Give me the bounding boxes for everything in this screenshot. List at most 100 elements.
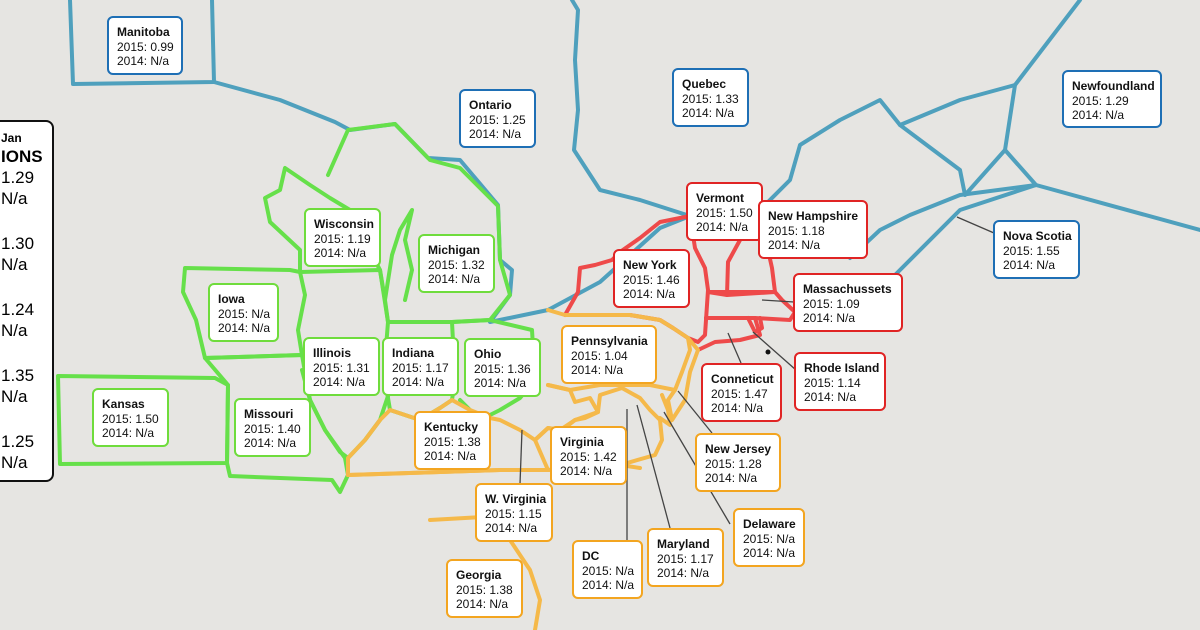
massachusetts-border — [704, 290, 797, 322]
region-name: Ohio — [474, 347, 502, 361]
leader-massachussets — [761, 299, 795, 303]
region-value-2015: 2015: 1.46 — [623, 273, 680, 287]
region-value-2015: 2015: 1.17 — [392, 361, 449, 375]
region-value-2015: 2015: 1.50 — [102, 412, 159, 426]
region-value-2014: 2014: N/a — [244, 436, 297, 450]
region-card-missouri[interactable]: Missouri 2015: 1.40 2014: N/a — [234, 398, 311, 457]
region-value-2015: 2015: 1.18 — [768, 224, 825, 238]
region-value-2014: 2014: N/a — [711, 401, 764, 415]
region-card-pennsylvania[interactable]: Pennsylvania 2015: 1.04 2014: N/a — [561, 325, 657, 384]
leader-maryland — [636, 404, 671, 529]
region-value-2015: 2015: 1.50 — [696, 206, 753, 220]
region-value-2015: 2015: 1.42 — [560, 450, 617, 464]
region-name: W. Virginia — [485, 492, 547, 506]
region-name: Quebec — [682, 77, 727, 91]
region-card-virginia[interactable]: Virginia 2015: 1.42 2014: N/a — [550, 426, 627, 485]
delaware-border — [658, 393, 672, 427]
canada-borders — [68, 0, 1200, 324]
region-card-ontario[interactable]: Ontario 2015: 1.25 2014: N/a — [459, 89, 536, 148]
region-card-dc[interactable]: DC 2015: N/a 2014: N/a — [572, 540, 643, 599]
legend-value-2015: 1.25 — [1, 432, 35, 451]
region-value-2015: 2015: 1.36 — [474, 362, 531, 376]
region-value-2014: 2014: N/a — [314, 246, 367, 260]
region-card-maryland[interactable]: Maryland 2015: 1.17 2014: N/a — [647, 528, 724, 587]
leader-nova-scotia — [956, 216, 995, 234]
region-card-kentucky[interactable]: Kentucky 2015: 1.38 2014: N/a — [414, 411, 491, 470]
region-name: Kansas — [102, 397, 145, 411]
region-name: Iowa — [218, 292, 245, 306]
leader-new-jersey — [677, 390, 713, 434]
region-card-new-jersey[interactable]: New Jersey 2015: 1.28 2014: N/a — [695, 433, 781, 492]
region-value-2014: 2014: N/a — [392, 375, 445, 389]
region-card-wisconsin[interactable]: Wisconsin 2015: 1.19 2014: N/a — [304, 208, 381, 267]
region-card-w-virginia[interactable]: W. Virginia 2015: 1.15 2014: N/a — [475, 483, 553, 542]
region-card-illinois[interactable]: Illinois 2015: 1.31 2014: N/a — [303, 337, 380, 396]
region-value-2015: 2015: 1.55 — [1003, 244, 1060, 258]
region-name: New York — [623, 258, 677, 272]
region-value-2014: 2014: N/a — [582, 578, 635, 592]
region-value-2014: 2014: N/a — [469, 127, 522, 141]
region-value-2014: 2014: N/a — [485, 521, 538, 535]
region-name: Delaware — [743, 517, 796, 531]
region-value-2015: 2015: 1.38 — [424, 435, 481, 449]
region-name: Pennsylvania — [571, 334, 648, 348]
region-card-ohio[interactable]: Ohio 2015: 1.36 2014: N/a — [464, 338, 541, 397]
legend-value-2014: N/a — [1, 453, 28, 472]
legend-heading: IONS — [1, 147, 43, 166]
region-value-2015: 2015: 1.09 — [803, 297, 860, 311]
region-value-2014: 2014: N/a — [117, 54, 170, 68]
region-value-2014: 2014: N/a — [218, 321, 271, 335]
region-name: Rhode Island — [804, 361, 880, 375]
region-value-2015: 2015: 1.47 — [711, 387, 768, 401]
region-value-2014: 2014: N/a — [456, 597, 509, 611]
region-card-iowa[interactable]: Iowa 2015: N/a 2014: N/a — [208, 283, 279, 342]
region-value-2014: 2014: N/a — [768, 238, 821, 252]
region-card-michigan[interactable]: Michigan 2015: 1.32 2014: N/a — [418, 234, 495, 293]
legend-value-2014: N/a — [1, 255, 28, 274]
region-card-quebec[interactable]: Quebec 2015: 1.33 2014: N/a — [672, 68, 749, 127]
region-card-rhode-island[interactable]: Rhode Island 2015: 1.14 2014: N/a — [794, 352, 886, 411]
iowa-border — [181, 266, 307, 360]
region-card-vermont[interactable]: Vermont 2015: 1.50 2014: N/a — [686, 182, 763, 241]
region-value-2015: 2015: 1.28 — [705, 457, 762, 471]
region-card-manitoba[interactable]: Manitoba 2015: 0.99 2014: N/a — [107, 16, 183, 75]
region-card-kansas[interactable]: Kansas 2015: 1.50 2014: N/a — [92, 388, 169, 447]
region-value-2015: 2015: 1.31 — [313, 361, 370, 375]
region-name: Illinois — [313, 346, 352, 360]
region-value-2015: 2015: 1.40 — [244, 422, 301, 436]
nova-scotia-border — [893, 148, 1038, 277]
region-name: Ontario — [469, 98, 512, 112]
region-value-2015: 2015: 1.15 — [485, 507, 542, 521]
region-name: New Hampshire — [768, 209, 859, 223]
region-card-newfoundland[interactable]: Newfoundland 2015: 1.29 2014: N/a — [1062, 70, 1162, 128]
pennsylvania-border — [546, 308, 692, 392]
region-card-indiana[interactable]: Indiana 2015: 1.17 2014: N/a — [382, 337, 459, 396]
region-value-2015: 2015: 1.17 — [657, 552, 714, 566]
region-value-2015: 2015: N/a — [743, 532, 796, 546]
region-card-georgia[interactable]: Georgia 2015: 1.38 2014: N/a — [446, 559, 523, 618]
legend-value-2015: 1.35 — [1, 366, 35, 385]
region-card-nova-scotia[interactable]: Nova Scotia 2015: 1.55 2014: N/a — [993, 220, 1080, 279]
region-name: Missouri — [244, 407, 294, 421]
region-name: Manitoba — [117, 25, 170, 39]
legend-value-2014: N/a — [1, 321, 28, 340]
region-name: Massachussets — [803, 282, 892, 296]
region-value-2015: 2015: 1.19 — [314, 232, 371, 246]
region-card-massachussets[interactable]: Massachussets 2015: 1.09 2014: N/a — [793, 273, 903, 332]
region-card-conneticut[interactable]: Conneticut 2015: 1.47 2014: N/a — [701, 363, 782, 422]
region-card-new-hampshire[interactable]: New Hampshire 2015: 1.18 2014: N/a — [758, 200, 868, 259]
region-value-2014: 2014: N/a — [102, 426, 155, 440]
rhode-island-dot — [765, 349, 771, 355]
maritime-border — [848, 183, 1200, 260]
region-name: Maryland — [657, 537, 710, 551]
region-value-2015: 2015: 1.04 — [571, 349, 628, 363]
legend-value-2015: 1.29 — [1, 168, 35, 187]
legend-value-2015: 1.30 — [1, 234, 35, 253]
region-name: Vermont — [696, 191, 745, 205]
region-card-delaware[interactable]: Delaware 2015: N/a 2014: N/a — [733, 508, 805, 567]
region-value-2014: 2014: N/a — [804, 390, 857, 404]
region-card-new-york[interactable]: New York 2015: 1.46 2014: N/a — [613, 249, 690, 308]
legend-month: Jan — [1, 131, 22, 145]
region-value-2014: 2014: N/a — [428, 272, 481, 286]
